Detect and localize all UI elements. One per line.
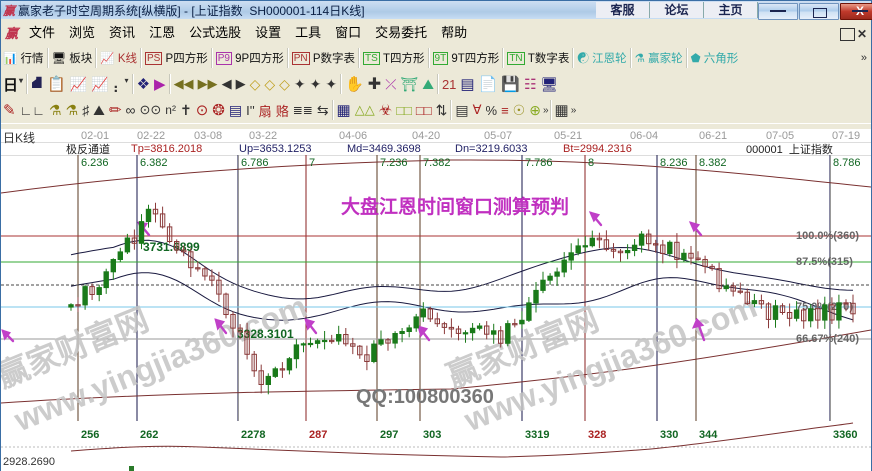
svg-text:6.382: 6.382 [140,157,168,169]
svg-text:大盘江恩时间窗口测算预判: 大盘江恩时间窗口测算预判 [341,195,569,218]
svg-text:256: 256 [81,429,99,441]
svg-text:328: 328 [588,429,606,441]
svg-text:7.786: 7.786 [525,157,553,169]
svg-text:2278: 2278 [241,429,265,441]
svg-text:87.5%(315): 87.5%(315) [796,256,853,268]
svg-text:66.67%(240): 66.67%(240) [796,333,859,345]
svg-text:303: 303 [423,429,441,441]
svg-text:330: 330 [660,429,678,441]
svg-text:2928.2690: 2928.2690 [3,456,55,468]
svg-text:8: 8 [588,157,594,169]
svg-text:3319: 3319 [525,429,549,441]
svg-text:7.236: 7.236 [380,157,408,169]
svg-text:QQ:100800360: QQ:100800360 [356,386,494,408]
svg-text:344: 344 [699,429,718,441]
svg-text:297: 297 [380,429,398,441]
svg-text:3360: 3360 [833,429,857,441]
svg-text:6.786: 6.786 [241,157,269,169]
svg-text:8.382: 8.382 [699,157,727,169]
svg-text:287: 287 [309,429,327,441]
svg-text:7: 7 [309,157,315,169]
svg-text:8.786: 8.786 [833,157,861,169]
svg-text:8.236: 8.236 [660,157,688,169]
svg-text:262: 262 [140,429,158,441]
svg-text:7.382: 7.382 [423,157,451,169]
svg-text:6.236: 6.236 [81,157,109,169]
svg-text:3328.3101: 3328.3101 [237,327,294,341]
svg-text:100.0%(360): 100.0%(360) [796,230,859,242]
